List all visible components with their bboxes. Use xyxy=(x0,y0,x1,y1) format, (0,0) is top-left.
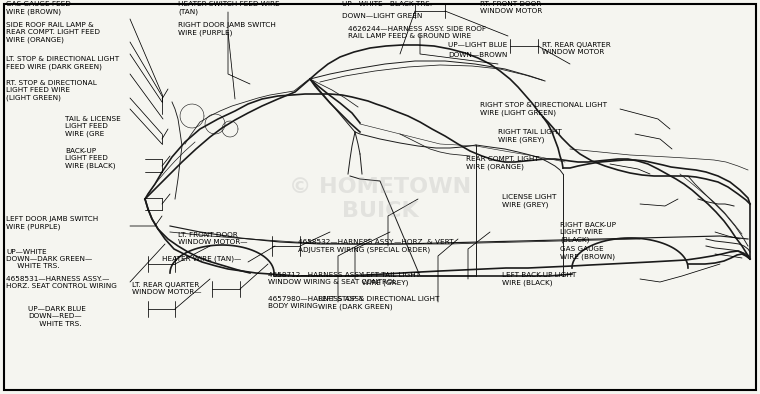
Text: RIGHT DOOR JAMB SWITCH
WIRE (PURPLE): RIGHT DOOR JAMB SWITCH WIRE (PURPLE) xyxy=(178,22,276,36)
Text: 4658712—HARNESS ASSY.
WINDOW WIRING & SEAT CONTROL: 4658712—HARNESS ASSY. WINDOW WIRING & SE… xyxy=(268,272,397,285)
Text: RT. REAR QUARTER
WINDOW MOTOR: RT. REAR QUARTER WINDOW MOTOR xyxy=(542,42,611,55)
Text: RIGHT STOP & DIRECTIONAL LIGHT
WIRE (LIGHT GREEN): RIGHT STOP & DIRECTIONAL LIGHT WIRE (LIG… xyxy=(480,102,607,116)
Text: © HOMETOWN
BUICK: © HOMETOWN BUICK xyxy=(289,177,471,221)
Text: BACK-UP
LIGHT FEED
WIRE (BLACK): BACK-UP LIGHT FEED WIRE (BLACK) xyxy=(65,148,116,169)
Text: REAR COMPT. LIGHT
WIRE (ORANGE): REAR COMPT. LIGHT WIRE (ORANGE) xyxy=(466,156,539,170)
Text: UP—DARK BLUE
DOWN—RED—
     WHITE TRS.: UP—DARK BLUE DOWN—RED— WHITE TRS. xyxy=(28,306,86,327)
Text: RT. FRONT DOOR
WINDOW MOTOR: RT. FRONT DOOR WINDOW MOTOR xyxy=(480,1,542,14)
Text: 4657980—HARNESS ASSY.
BODY WIRING: 4657980—HARNESS ASSY. BODY WIRING xyxy=(268,296,364,309)
Text: SIDE ROOF RAIL LAMP &
REAR COMPT. LIGHT FEED
WIRE (ORANGE): SIDE ROOF RAIL LAMP & REAR COMPT. LIGHT … xyxy=(6,22,100,43)
Text: UP—LIGHT BLUE: UP—LIGHT BLUE xyxy=(448,42,507,48)
Text: TAIL & LICENSE
LIGHT FEED
WIRE (GRE: TAIL & LICENSE LIGHT FEED WIRE (GRE xyxy=(65,116,121,137)
Text: 4658531—HARNESS ASSY.—
HORZ. SEAT CONTROL WIRING: 4658531—HARNESS ASSY.— HORZ. SEAT CONTRO… xyxy=(6,276,117,289)
Text: 4626244—HARNESS ASSY. SIDE ROOF
RAIL LAMP FEED & GROUND WIRE: 4626244—HARNESS ASSY. SIDE ROOF RAIL LAM… xyxy=(348,26,486,39)
Text: LEFT TAIL LIGHT
WIRE (GREY): LEFT TAIL LIGHT WIRE (GREY) xyxy=(362,272,420,286)
Text: RT. STOP & DIRECTIONAL
LIGHT FEED WIRE
(LIGHT GREEN): RT. STOP & DIRECTIONAL LIGHT FEED WIRE (… xyxy=(6,80,97,101)
Text: LEFT DOOR JAMB SWITCH
WIRE (PURPLE): LEFT DOOR JAMB SWITCH WIRE (PURPLE) xyxy=(6,216,98,230)
Text: UP—WHITE—BLACK TRS.: UP—WHITE—BLACK TRS. xyxy=(342,1,432,7)
Text: DOWN—LIGHT GREEN: DOWN—LIGHT GREEN xyxy=(342,13,423,19)
Text: LICENSE LIGHT
WIRE (GREY): LICENSE LIGHT WIRE (GREY) xyxy=(502,194,556,208)
Text: RIGHT TAIL LIGHT
WIRE (GREY): RIGHT TAIL LIGHT WIRE (GREY) xyxy=(498,129,562,143)
Text: GAS GAUGE FEED
WIRE (BROWN): GAS GAUGE FEED WIRE (BROWN) xyxy=(6,1,71,15)
Text: HEATER SWITCH FEED WIRE
(TAN): HEATER SWITCH FEED WIRE (TAN) xyxy=(178,1,280,15)
Text: LT. FRONT DOOR
WINDOW MOTOR—: LT. FRONT DOOR WINDOW MOTOR— xyxy=(178,232,248,245)
Text: RIGHT BACK-UP
LIGHT WIRE
(BLACK): RIGHT BACK-UP LIGHT WIRE (BLACK) xyxy=(560,222,616,243)
Text: HEATER WIRE (TAN)—: HEATER WIRE (TAN)— xyxy=(162,256,241,262)
Text: DOWN—BROWN: DOWN—BROWN xyxy=(448,52,508,58)
Text: 4658532—HARNESS ASSY.—HORZ. & VERT.
ADJUSTER WIRING (SPECIAL ORDER): 4658532—HARNESS ASSY.—HORZ. & VERT. ADJU… xyxy=(298,239,455,253)
Text: LT. STOP & DIRECTIONAL LIGHT
FEED WIRE (DARK GREEN): LT. STOP & DIRECTIONAL LIGHT FEED WIRE (… xyxy=(6,56,119,70)
Text: LT. REAR QUARTER
WINDOW MOTOR—: LT. REAR QUARTER WINDOW MOTOR— xyxy=(132,282,201,295)
Text: LEFT BACK-UP LIGHT
WIRE (BLACK): LEFT BACK-UP LIGHT WIRE (BLACK) xyxy=(502,272,576,286)
Text: LEFT STOP & DIRECTIONAL LIGHT
WIRE (DARK GREEN): LEFT STOP & DIRECTIONAL LIGHT WIRE (DARK… xyxy=(318,296,439,310)
Text: UP—WHITE
DOWN—DARK GREEN—
     WHITE TRS.: UP—WHITE DOWN—DARK GREEN— WHITE TRS. xyxy=(6,249,92,269)
Text: GAS GAUGE
WIRE (BROWN): GAS GAUGE WIRE (BROWN) xyxy=(560,246,615,260)
